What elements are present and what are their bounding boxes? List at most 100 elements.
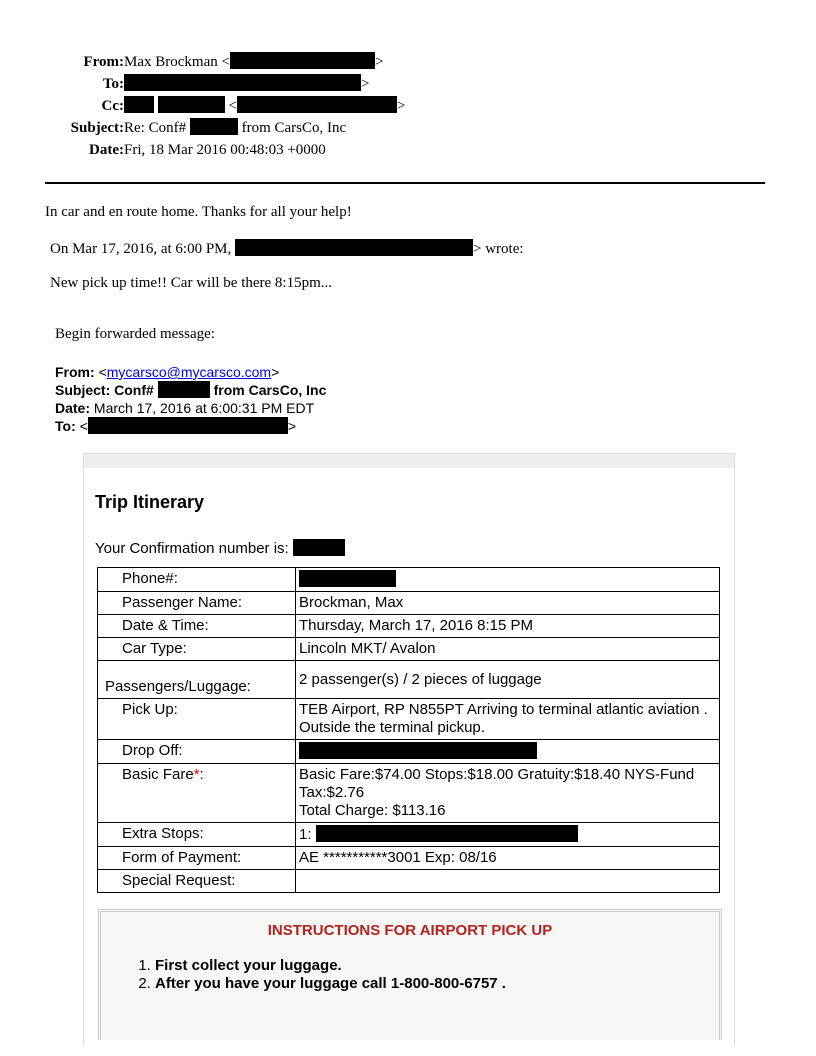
fwd-date-value: March 17, 2016 at 6:00:31 PM EDT <box>93 400 315 416</box>
table-row: Passenger Name: Brockman, Max <box>97 591 720 615</box>
table-row: Car Type: Lincoln MKT/ Avalon <box>97 637 720 661</box>
step-text: After you have your luggage call 1-800-8… <box>155 975 506 992</box>
instruction-step: First collect your luggage. <box>155 957 719 975</box>
cc-value: < > <box>124 96 405 116</box>
table-row: Passengers/Luggage: 2 passenger(s) / 2 pi… <box>97 660 720 699</box>
header-date: Date: <box>0 140 124 160</box>
date-value: Fri, 18 Mar 2016 00:48:03 +0000 <box>124 142 326 158</box>
quote-attribution: On Mar 17, 2016, at 6:00 PM, > wrote: <box>50 239 524 258</box>
fwd-from: From: <mycarsco@mycarsco.com> <box>55 363 279 381</box>
fwd-to: To: < > <box>55 417 296 435</box>
bracket: > <box>396 98 406 114</box>
instruction-step: After you have your luggage call 1-800-8… <box>155 975 719 993</box>
redaction <box>124 96 154 113</box>
row-value: Basic Fare:$74.00 Stops:$18.00 Gratuity:… <box>295 763 720 823</box>
stop-number: 1: <box>299 826 312 843</box>
row-label: Extra Stops: <box>97 822 296 847</box>
forward-label: Begin forwarded message: <box>55 326 215 342</box>
fwd-subject-label: Subject: <box>55 382 111 398</box>
redaction <box>235 239 473 256</box>
table-row: Basic Fare*: Basic Fare:$74.00 Stops:$18.… <box>97 763 720 823</box>
row-label: Date & Time: <box>97 614 296 638</box>
fwd-to-label: To: <box>55 418 76 434</box>
header-cc: Cc: <box>0 96 125 116</box>
bracket: > <box>361 76 370 92</box>
fare-breakdown: Basic Fare:$74.00 Stops:$18.00 Gratuity:… <box>299 766 695 801</box>
table-row: Date & Time: Thursday, March 17, 2016 8:1… <box>97 614 720 638</box>
date-label: Date: <box>89 142 124 158</box>
bracket: > <box>374 54 384 70</box>
fwd-date: Date: March 17, 2016 at 6:00:31 PM EDT <box>55 399 314 417</box>
table-row: Extra Stops: 1: <box>97 822 720 847</box>
row-value: 1: <box>295 822 720 847</box>
row-label: Form of Payment: <box>97 846 296 870</box>
subject-pre: Re: Conf# <box>124 120 187 136</box>
row-value: Lincoln MKT/ Avalon <box>295 637 720 661</box>
row-value <box>295 567 720 592</box>
from-value: Max Brockman < > <box>124 52 383 72</box>
row-label: Phone#: <box>97 567 296 592</box>
table-row: Special Request: <box>97 869 720 893</box>
from-name: Max Brockman < <box>124 54 230 70</box>
instructions-list: First collect your luggage. After you ha… <box>101 957 719 993</box>
quote-post: > wrote: <box>473 241 524 257</box>
redaction <box>292 539 345 556</box>
row-value: AE ***********3001 Exp: 08/16 <box>295 846 720 870</box>
itinerary-card: Trip Itinerary Your Confirmation number … <box>83 453 735 1046</box>
row-label: Passengers/Luggage: <box>97 660 296 699</box>
redaction <box>124 74 361 91</box>
redaction <box>299 742 537 759</box>
redaction <box>157 381 210 398</box>
redaction <box>236 96 397 113</box>
confirmation-label: Your Confirmation number is: <box>95 540 289 557</box>
step-text: First collect your luggage. <box>155 957 342 974</box>
redaction <box>299 570 396 587</box>
fwd-date-label: Date: <box>55 400 91 416</box>
fare-label: Basic Fare <box>122 766 194 783</box>
divider <box>45 182 765 184</box>
header-from: From: <box>0 52 124 72</box>
bracket: < <box>98 364 107 380</box>
row-label: Special Request: <box>97 869 296 893</box>
bracket: < <box>79 418 88 434</box>
redaction <box>315 825 578 842</box>
row-value: Thursday, March 17, 2016 8:15 PM <box>295 614 720 638</box>
row-label: Passenger Name: <box>97 591 296 615</box>
airport-instructions: INSTRUCTIONS FOR AIRPORT PICK UP First c… <box>98 909 722 1040</box>
card-header-bar <box>84 454 734 468</box>
row-label: Basic Fare*: <box>97 763 296 823</box>
cc-label: Cc: <box>101 98 125 114</box>
redaction <box>157 96 225 113</box>
instructions-title: INSTRUCTIONS FOR AIRPORT PICK UP <box>267 922 553 939</box>
row-value <box>295 869 720 893</box>
header-to: To: <box>0 74 124 94</box>
bracket: > <box>271 364 280 380</box>
fwd-from-label: From: <box>55 364 95 380</box>
row-label: Drop Off: <box>97 739 296 764</box>
table-row: Drop Off: <box>97 739 720 764</box>
reply-text: In car and en route home. Thanks for all… <box>45 204 352 220</box>
subject-post: from CarsCo, Inc <box>241 120 347 136</box>
itinerary-table: Phone#: Passenger Name: Brockman, Max Dat… <box>97 567 720 893</box>
fwd-subject-post: from CarsCo, Inc <box>213 382 327 398</box>
subject-value: Re: Conf# from CarsCo, Inc <box>124 118 346 138</box>
to-label: To: <box>102 76 124 92</box>
fwd-subject-pre: Conf# <box>114 382 154 398</box>
colon: : <box>199 766 204 783</box>
row-value <box>295 739 720 764</box>
fwd-subject: Subject: Conf# from CarsCo, Inc <box>55 381 326 399</box>
total-charge: Total Charge: $113.16 <box>299 802 446 819</box>
row-value: 2 passenger(s) / 2 pieces of luggage <box>295 660 720 699</box>
bracket: < <box>228 98 237 114</box>
subject-label: Subject: <box>70 120 124 136</box>
row-value: TEB Airport, RP N855PT Arriving to termi… <box>295 698 720 740</box>
bracket: > <box>287 418 296 434</box>
table-row: Form of Payment: AE ***********3001 Exp: … <box>97 846 720 870</box>
header-subject: Subject: <box>0 118 124 138</box>
confirmation-line: Your Confirmation number is: <box>95 539 345 557</box>
redaction <box>189 118 238 135</box>
table-row: Pick Up: TEB Airport, RP N855PT Arriving … <box>97 698 720 740</box>
fwd-from-email-link[interactable]: mycarsco@mycarsco.com <box>106 364 272 380</box>
itinerary-title: Trip Itinerary <box>95 492 205 512</box>
